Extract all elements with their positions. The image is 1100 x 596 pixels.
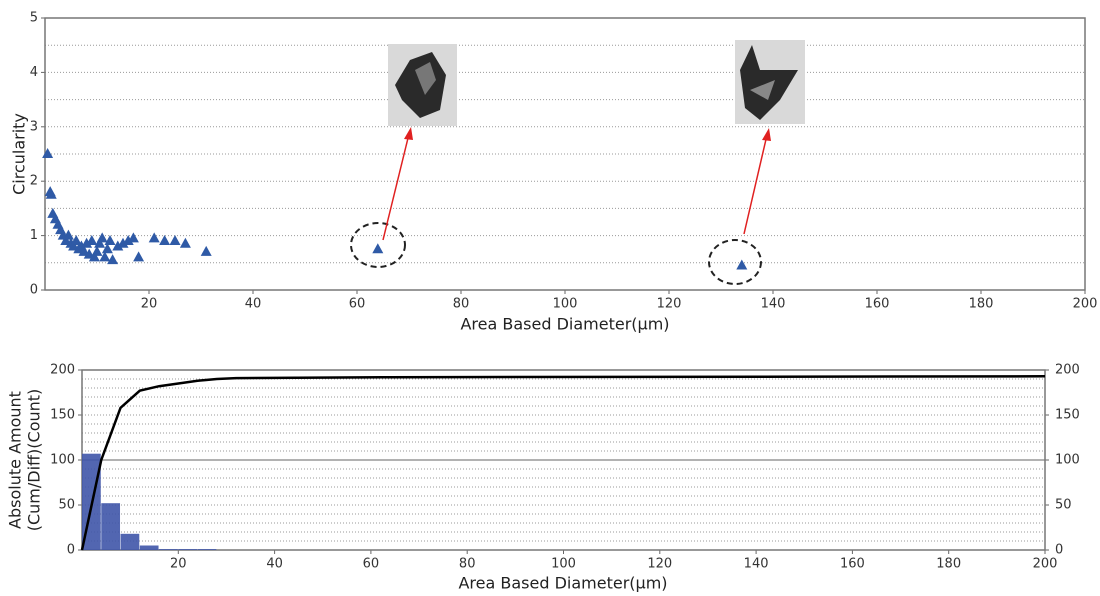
x-tick-label: 180 <box>936 557 961 572</box>
y2-tick-label: 0 <box>1055 543 1063 558</box>
point <box>104 235 116 246</box>
x-tick-label: 200 <box>1073 297 1098 312</box>
y-tick-label: 5 <box>30 11 38 26</box>
x-tick-label: 100 <box>551 557 576 572</box>
point <box>81 237 93 248</box>
y-tick-label: 0 <box>67 543 75 558</box>
point <box>70 235 82 246</box>
y-tick-label: 3 <box>30 119 38 134</box>
point <box>117 237 129 248</box>
bar <box>101 503 121 550</box>
x-tick-label: 200 <box>1033 557 1058 572</box>
x-tick-label: 180 <box>969 297 994 312</box>
point <box>736 259 748 270</box>
x-tick-label: 120 <box>647 557 672 572</box>
x-tick-label: 80 <box>453 297 470 312</box>
x-tick-label: 160 <box>865 297 890 312</box>
point <box>86 235 98 246</box>
point <box>96 232 108 243</box>
point <box>133 251 145 262</box>
y2-tick-label: 150 <box>1055 408 1080 423</box>
annotations <box>350 40 805 285</box>
point <box>159 235 171 246</box>
point <box>372 243 384 254</box>
point <box>127 232 139 243</box>
particle-shape <box>395 52 446 118</box>
x-tick-label: 160 <box>840 557 865 572</box>
y-tick-label: 4 <box>30 65 38 80</box>
y-tick-label: 50 <box>58 498 75 513</box>
bar <box>178 549 198 550</box>
y2-tick-label: 50 <box>1055 498 1072 513</box>
y-tick-label: 1 <box>30 228 38 243</box>
point <box>99 251 111 262</box>
point <box>88 251 100 262</box>
arrow <box>382 133 410 241</box>
bar <box>197 549 217 550</box>
arrow <box>743 134 768 235</box>
y-tick-label: 150 <box>50 408 75 423</box>
x-tick-label: 100 <box>553 297 578 312</box>
highlight-circle <box>350 222 406 268</box>
point <box>148 232 160 243</box>
point <box>122 235 134 246</box>
y2-tick-label: 100 <box>1055 453 1080 468</box>
y-axis-label: Absolute Amount <box>6 391 25 529</box>
x-tick-label: 40 <box>245 297 262 312</box>
x-tick-label: 140 <box>761 297 786 312</box>
point <box>169 235 181 246</box>
bar <box>159 549 178 550</box>
point <box>107 254 119 265</box>
point <box>94 237 106 248</box>
x-tick-label: 140 <box>744 557 769 572</box>
highlight-circle <box>708 239 762 285</box>
bar <box>139 545 159 550</box>
y2-tick-label: 200 <box>1055 363 1080 378</box>
arrow-head <box>404 127 413 140</box>
point <box>42 148 54 158</box>
y-axis-label: (Cum/Diff)(Count) <box>25 389 44 532</box>
arrow-head <box>762 128 771 141</box>
bar <box>120 533 140 550</box>
x-tick-label: 20 <box>170 557 187 572</box>
particle-shape <box>750 80 775 100</box>
y-tick-label: 200 <box>50 363 75 378</box>
point <box>62 229 74 240</box>
cumulative-line <box>80 375 1046 551</box>
x-tick-label: 40 <box>266 557 283 572</box>
x-axis-label: Area Based Diameter(µm) <box>460 315 669 334</box>
point <box>112 240 124 251</box>
point <box>101 243 113 254</box>
point <box>200 245 212 256</box>
x-tick-label: 60 <box>349 297 366 312</box>
y-tick-label: 2 <box>30 174 38 189</box>
x-tick-label: 60 <box>363 557 380 572</box>
x-tick-label: 20 <box>141 297 158 312</box>
point <box>91 245 103 256</box>
x-tick-label: 120 <box>657 297 682 312</box>
y-axis-label: Circularity <box>10 113 29 195</box>
y-tick-label: 100 <box>50 453 75 468</box>
point <box>45 188 57 199</box>
particle-shape <box>415 62 436 95</box>
x-axis-label: Area Based Diameter(µm) <box>458 574 667 593</box>
y-tick-label: 0 <box>30 283 38 298</box>
point <box>179 237 191 248</box>
x-tick-label: 80 <box>459 557 476 572</box>
